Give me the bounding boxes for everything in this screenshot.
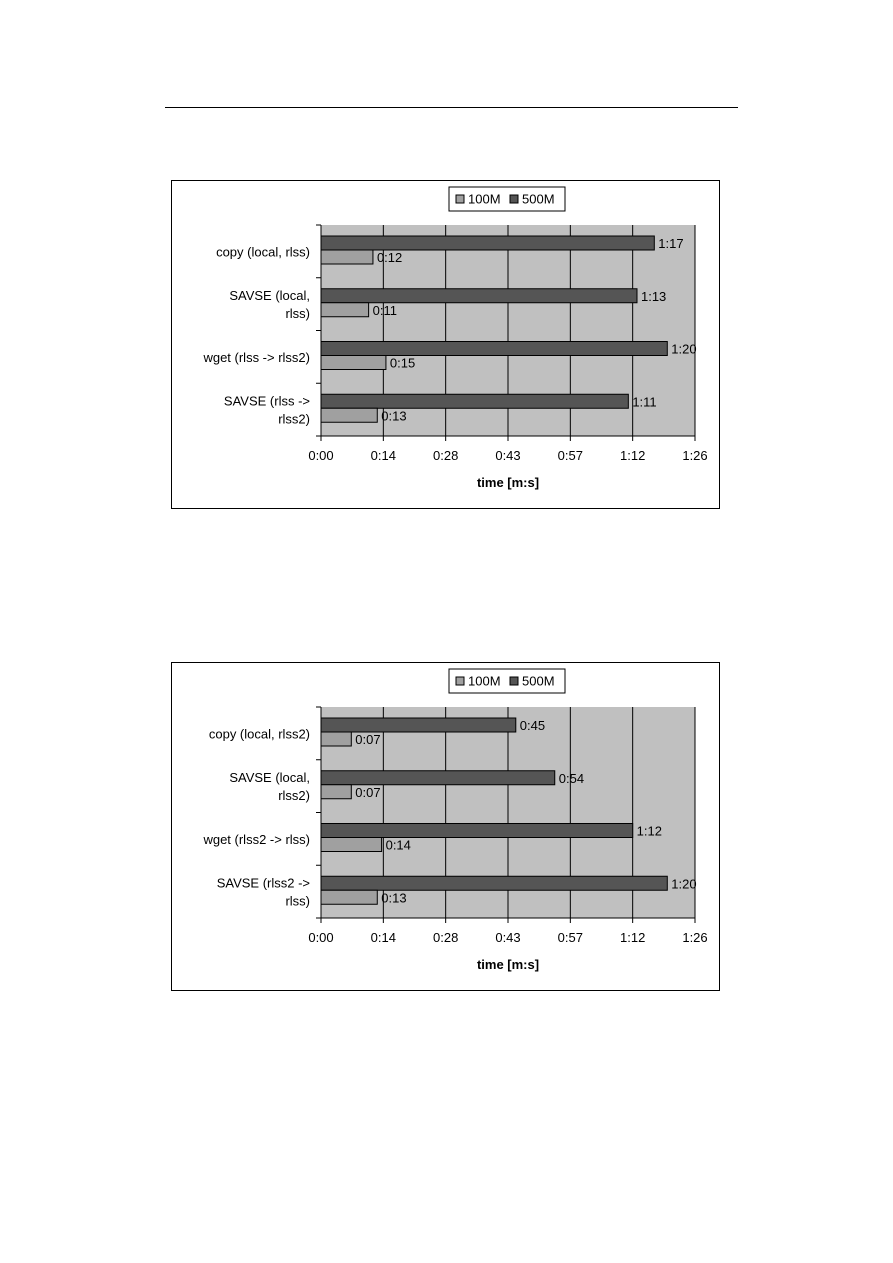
data-label: 0:15 bbox=[390, 356, 415, 371]
category-label: rlss) bbox=[285, 306, 310, 321]
legend-box bbox=[448, 186, 566, 212]
data-label: 1:20 bbox=[671, 342, 696, 357]
bar-100m bbox=[320, 837, 383, 852]
bar-500m bbox=[320, 341, 668, 356]
bar-500m bbox=[320, 770, 556, 786]
bar-500m bbox=[320, 235, 655, 251]
data-label: 0:07 bbox=[355, 732, 380, 747]
x-tick-label: 1:26 bbox=[682, 930, 707, 945]
page-header-rule bbox=[165, 107, 738, 108]
bar-100m bbox=[320, 355, 387, 370]
data-label: 0:13 bbox=[381, 890, 406, 905]
category-label: rlss2) bbox=[278, 788, 310, 803]
data-label: 0:54 bbox=[559, 771, 584, 786]
x-axis-title: time [m:s] bbox=[477, 475, 539, 490]
x-tick-label: 1:26 bbox=[682, 448, 707, 463]
chart-frame-1: 0:00 0:14 0:28 0:43 0:57 1:12 1:26 time [m:s] co… bbox=[171, 180, 720, 509]
bar-100m bbox=[320, 889, 378, 905]
x-tick-label: 1:12 bbox=[620, 448, 645, 463]
x-tick-label: 0:28 bbox=[433, 448, 458, 463]
bar-500m bbox=[320, 875, 668, 891]
chart-frame-2: 0:00 0:14 0:28 0:43 0:57 1:12 1:26 time [m:s] co… bbox=[171, 662, 720, 991]
bar-100m bbox=[320, 249, 374, 265]
data-label: 0:11 bbox=[373, 303, 397, 318]
data-label: 0:12 bbox=[377, 250, 402, 265]
legend-swatch bbox=[455, 676, 465, 686]
x-tick-label: 0:00 bbox=[308, 930, 333, 945]
bar-500m bbox=[320, 717, 517, 733]
x-tick-label: 0:43 bbox=[495, 930, 520, 945]
x-tick-label: 0:28 bbox=[433, 930, 458, 945]
data-label: 1:11 bbox=[632, 394, 656, 409]
data-label: 0:07 bbox=[355, 785, 380, 800]
legend-label: 100M bbox=[468, 192, 501, 207]
category-label: SAVSE (rlss -> bbox=[224, 394, 310, 409]
category-label: SAVSE (local, bbox=[229, 288, 310, 303]
category-label: copy (local, rlss2) bbox=[209, 726, 310, 741]
x-tick-label: 0:14 bbox=[371, 930, 396, 945]
legend-label: 500M bbox=[522, 192, 555, 207]
x-tick-label: 0:57 bbox=[558, 930, 583, 945]
data-label: 0:45 bbox=[520, 718, 545, 733]
legend-swatch bbox=[455, 194, 465, 204]
category-label: rlss) bbox=[285, 894, 310, 909]
chart-1-svg: 0:00 0:14 0:28 0:43 0:57 1:12 1:26 time [m:s] co… bbox=[202, 186, 708, 490]
legend-label: 500M bbox=[522, 674, 555, 689]
category-label: rlss2) bbox=[278, 412, 310, 427]
x-axis-title: time [m:s] bbox=[477, 957, 539, 972]
category-label: wget (rlss2 -> rlss) bbox=[202, 832, 310, 847]
legend-label: 100M bbox=[468, 674, 501, 689]
category-label: SAVSE (rlss2 -> bbox=[217, 876, 310, 891]
bar-100m bbox=[320, 731, 352, 747]
data-label: 0:14 bbox=[386, 838, 411, 853]
x-tick-label: 0:14 bbox=[371, 448, 396, 463]
data-label: 1:13 bbox=[641, 289, 666, 304]
data-label: 1:20 bbox=[671, 876, 696, 891]
x-tick-label: 0:00 bbox=[308, 448, 333, 463]
data-label: 1:17 bbox=[658, 236, 683, 251]
category-label: wget (rlss -> rlss2) bbox=[202, 350, 310, 365]
category-label: copy (local, rlss) bbox=[216, 244, 310, 259]
chart-2-svg: 0:00 0:14 0:28 0:43 0:57 1:12 1:26 time [m:s] co… bbox=[202, 668, 708, 972]
bar-500m bbox=[320, 823, 634, 838]
legend-box bbox=[448, 668, 566, 694]
x-tick-label: 1:12 bbox=[620, 930, 645, 945]
data-label: 0:13 bbox=[381, 408, 406, 423]
bar-500m bbox=[320, 288, 638, 304]
bar-100m bbox=[320, 784, 352, 800]
x-tick-label: 0:43 bbox=[495, 448, 520, 463]
data-label: 1:12 bbox=[637, 824, 662, 839]
bar-100m bbox=[320, 302, 370, 318]
bar-100m bbox=[320, 407, 378, 423]
x-tick-label: 0:57 bbox=[558, 448, 583, 463]
legend-swatch bbox=[509, 194, 519, 204]
bar-500m bbox=[320, 393, 629, 409]
category-label: SAVSE (local, bbox=[229, 770, 310, 785]
legend-swatch bbox=[509, 676, 519, 686]
